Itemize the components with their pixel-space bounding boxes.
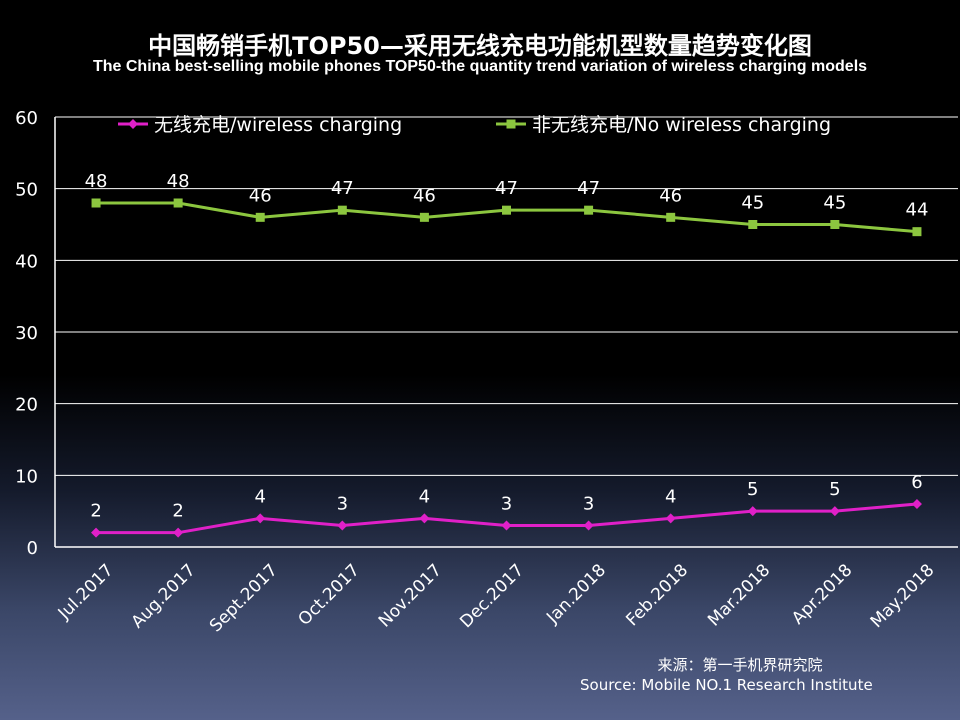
data-label-s2: 46 — [249, 185, 272, 206]
data-point-s1 — [337, 520, 348, 531]
data-label-s2: 47 — [495, 178, 518, 199]
data-label-s2: 47 — [331, 178, 354, 199]
legend-label-2: 非无线充电/No wireless charging — [532, 114, 831, 136]
x-tick-label: Dec.2017 — [456, 560, 528, 632]
data-point-s2 — [912, 227, 922, 237]
chart-title-cn: 中国畅销手机TOP50—采用无线充电功能机型数量趋势变化图 — [148, 32, 812, 60]
data-point-s1 — [91, 527, 102, 538]
data-label-s1: 4 — [419, 486, 430, 507]
data-point-s1 — [665, 513, 676, 524]
data-label-s1: 3 — [337, 494, 348, 515]
data-point-s2 — [337, 205, 347, 215]
x-tick-label: Oct.2017 — [295, 560, 364, 629]
y-tick-label: 0 — [27, 538, 38, 559]
x-tick-label: Nov.2017 — [375, 560, 446, 631]
y-tick-label: 60 — [15, 108, 38, 129]
data-label-s1: 3 — [501, 494, 512, 515]
data-label-s2: 44 — [906, 200, 929, 221]
data-point-s1 — [173, 527, 184, 538]
data-point-s2 — [173, 198, 183, 208]
data-label-s2: 48 — [167, 171, 190, 192]
y-tick-label: 50 — [15, 180, 38, 201]
legend-label-1: 无线充电/wireless charging — [154, 114, 402, 136]
x-tick-label: Apr.2018 — [788, 560, 856, 628]
data-label-s2: 45 — [741, 193, 764, 214]
data-point-s2 — [830, 220, 840, 229]
data-label-s1: 4 — [255, 486, 266, 507]
data-label-s1: 2 — [90, 501, 101, 522]
data-label-s2: 47 — [577, 178, 600, 199]
x-tick-label: Sept.2017 — [206, 560, 282, 636]
data-label-s1: 5 — [747, 479, 758, 500]
x-tick-label: Feb.2018 — [622, 560, 692, 630]
data-point-s2 — [255, 212, 265, 222]
data-label-s1: 5 — [829, 479, 840, 500]
y-tick-label: 20 — [15, 395, 38, 416]
x-tick-label: Jan.2018 — [542, 560, 610, 628]
data-label-s1: 3 — [583, 494, 594, 515]
data-point-s1 — [829, 506, 840, 517]
y-tick-label: 40 — [15, 251, 38, 272]
y-tick-label: 30 — [15, 323, 38, 344]
y-tick-label: 10 — [15, 466, 38, 487]
data-point-s2 — [419, 212, 429, 222]
x-tick-label: May.2018 — [867, 560, 939, 632]
data-point-s1 — [911, 499, 922, 509]
source-cn: 来源：第一手机界研究院 — [657, 656, 823, 674]
data-point-s2 — [91, 198, 101, 208]
data-point-s1 — [583, 520, 594, 531]
data-point-s1 — [747, 506, 758, 517]
data-point-s1 — [501, 520, 512, 531]
data-point-s2 — [748, 220, 758, 229]
data-point-s1 — [255, 513, 266, 524]
source-en: Source: Mobile NO.1 Research Institute — [580, 676, 873, 694]
x-tick-label: Aug.2017 — [128, 560, 200, 632]
data-point-s2 — [584, 205, 594, 215]
data-label-s2: 46 — [659, 185, 682, 206]
x-tick-label: Mar.2018 — [704, 560, 774, 630]
data-point-s2 — [666, 212, 676, 222]
data-label-s1: 2 — [172, 501, 183, 522]
data-label-s2: 46 — [413, 185, 436, 206]
chart-title-en: The China best-selling mobile phones TOP… — [92, 58, 868, 75]
x-tick-label: Jul.2017 — [54, 560, 118, 624]
legend-marker-1 — [128, 119, 138, 129]
legend-marker-2 — [506, 119, 516, 129]
data-label-s1: 6 — [911, 472, 922, 493]
data-label-s2: 45 — [823, 193, 846, 214]
data-label-s2: 48 — [85, 171, 108, 192]
data-label-s1: 4 — [665, 486, 676, 507]
data-point-s2 — [502, 205, 511, 215]
data-point-s1 — [419, 513, 430, 524]
